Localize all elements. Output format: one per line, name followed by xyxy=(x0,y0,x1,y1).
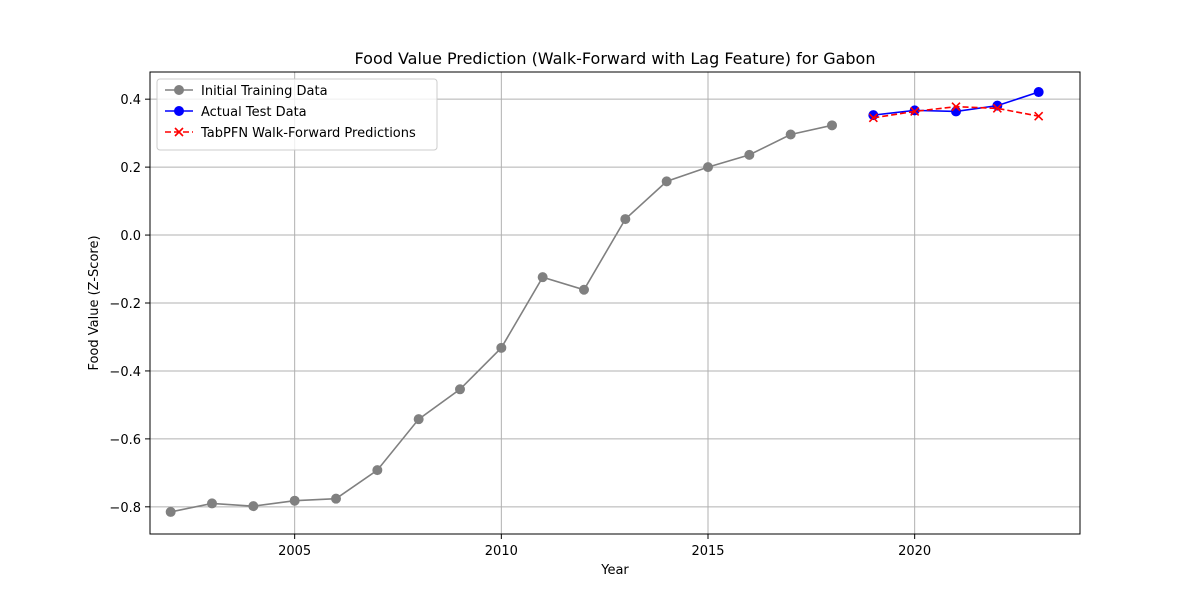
legend: Initial Training Data Actual Test Data Tab… xyxy=(156,78,438,151)
data-point xyxy=(785,129,796,140)
y-axis-label: Food Value (Z-Score) xyxy=(87,235,102,370)
data-point xyxy=(703,162,713,173)
data-point xyxy=(455,384,465,395)
series-layer xyxy=(165,87,1044,517)
y-tick-label: −0.8 xyxy=(109,501,141,516)
legend-label: Initial Training Data xyxy=(201,84,328,99)
legend-entry: TabPFN Walk-Forward Predictions xyxy=(165,126,416,141)
data-point xyxy=(579,284,589,295)
legend-label: TabPFN Walk-Forward Predictions xyxy=(200,126,416,141)
data-point xyxy=(620,214,631,225)
legend-entry: Actual Test Data xyxy=(165,105,307,120)
legend-marker xyxy=(174,106,184,116)
chart-title: Food Value Prediction (Walk-Forward with… xyxy=(355,49,876,68)
data-point xyxy=(868,113,878,123)
data-point xyxy=(951,106,961,117)
series-0 xyxy=(165,120,837,517)
legend-label: Actual Test Data xyxy=(201,105,307,120)
data-point xyxy=(992,103,1002,113)
x-tick-label: 2015 xyxy=(691,544,724,559)
data-point xyxy=(951,102,961,112)
data-point xyxy=(744,149,755,160)
data-point xyxy=(165,506,176,517)
data-point xyxy=(413,414,424,425)
y-tick-label: 0.2 xyxy=(120,161,141,176)
legend-box xyxy=(156,78,438,151)
legend-entry: Initial Training Data xyxy=(165,84,328,99)
data-point xyxy=(248,501,259,512)
legend-marker xyxy=(174,127,184,137)
y-tick-label: 0.4 xyxy=(120,93,141,108)
data-point xyxy=(1034,111,1044,121)
y-tick-label: −0.2 xyxy=(109,297,141,312)
y-tick-label: −0.6 xyxy=(109,433,141,448)
data-point xyxy=(537,272,548,283)
axis-ticks: 2005 2010 2015 2020 −0.8 −0.6 −0.4 −0.2 0.0 0.2 0.… xyxy=(109,93,931,559)
data-point xyxy=(372,465,383,476)
x-tick-label: 2005 xyxy=(278,544,311,559)
y-tick-label: 0.0 xyxy=(120,229,141,244)
legend-marker xyxy=(174,85,184,95)
x-axis-label: Year xyxy=(600,563,629,578)
x-tick-label: 2020 xyxy=(898,544,931,559)
data-point xyxy=(910,106,920,116)
data-point xyxy=(331,493,341,504)
data-point xyxy=(289,495,300,506)
data-point xyxy=(827,120,837,131)
series-2 xyxy=(868,102,1044,123)
y-tick-label: −0.4 xyxy=(109,365,141,380)
data-point xyxy=(1033,87,1044,98)
x-tick-label: 2010 xyxy=(485,544,518,559)
data-point xyxy=(207,498,217,509)
data-point xyxy=(661,176,672,187)
grid xyxy=(150,72,1080,534)
data-point xyxy=(496,342,507,353)
